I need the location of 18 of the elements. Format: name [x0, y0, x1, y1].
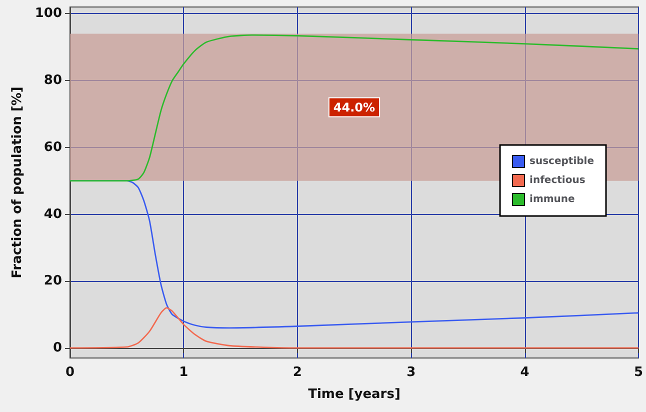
legend-label: infectious	[530, 175, 586, 186]
legend-label: susceptible	[530, 156, 594, 167]
x-tick-label: 3	[406, 365, 416, 380]
x-tick-label: 4	[520, 365, 530, 380]
y-tick-label: 100	[34, 6, 62, 22]
y-tick-label: 20	[44, 274, 62, 289]
x-tick-label: 0	[65, 365, 75, 380]
y-tick-label: 60	[44, 140, 62, 155]
x-tick-label: 2	[292, 365, 302, 380]
legend-label: immune	[530, 194, 576, 205]
y-tick-label: 0	[52, 340, 62, 356]
x-tick-label: 5	[634, 365, 643, 380]
y-tick-label: 80	[44, 73, 62, 88]
y-tick-label: 40	[44, 206, 62, 222]
x-axis-title: Time [years]	[308, 387, 400, 402]
y-axis-title: Fraction of population [%]	[10, 86, 25, 278]
x-tick-label: 1	[179, 365, 188, 380]
band-label: 44.0%	[333, 100, 376, 114]
